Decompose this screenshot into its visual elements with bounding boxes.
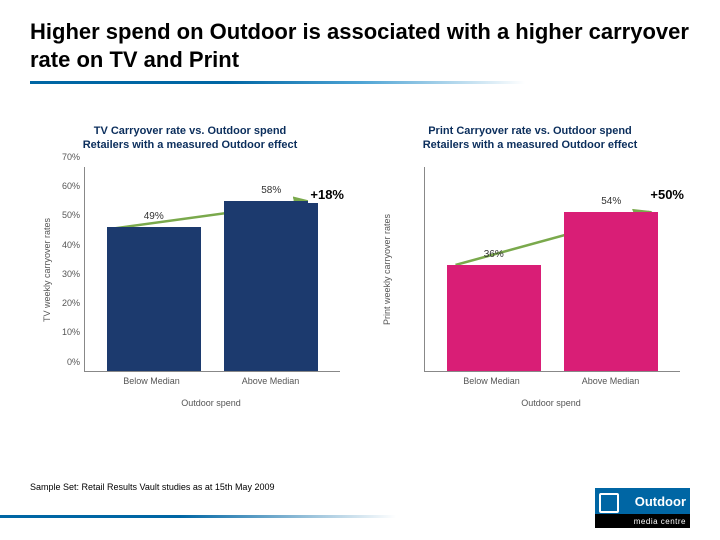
bar [447, 265, 541, 370]
title-divider [30, 81, 690, 84]
y-tick: 40% [62, 240, 80, 250]
delta-badge: +50% [648, 186, 686, 203]
bars: 36% 54% [425, 167, 680, 371]
chart-title: Print Carryover rate vs. Outdoor spend R… [380, 124, 680, 153]
y-tick: 20% [62, 298, 80, 308]
y-tick: 70% [62, 152, 80, 162]
y-ticks: 0% 10% 20% 30% 40% 50% 60% 70% [52, 167, 84, 372]
outdoor-media-centre-logo: Outdoor media centre [595, 488, 690, 528]
logo-brand: Outdoor [595, 488, 690, 514]
y-tick: 50% [62, 210, 80, 220]
chart-area: Print weekly carryover rates 36% 54% [380, 167, 680, 372]
x-axis-label: Outdoor spend [82, 398, 340, 408]
x-axis-label: Outdoor spend [422, 398, 680, 408]
y-ticks [392, 167, 424, 372]
charts-row: TV Carryover rate vs. Outdoor spend Reta… [30, 124, 690, 408]
bar [564, 212, 658, 370]
page-title: Higher spend on Outdoor is associated wi… [30, 18, 690, 73]
delta-badge: +18% [308, 186, 346, 203]
footnote: Sample Set: Retail Results Vault studies… [30, 482, 274, 492]
bar [224, 201, 318, 371]
logo-sub: media centre [595, 514, 690, 528]
slide: Higher spend on Outdoor is associated wi… [0, 0, 720, 540]
x-tick: Above Median [223, 376, 318, 386]
bar-value-label: 49% [107, 211, 201, 222]
y-tick: 0% [67, 357, 80, 367]
bar-value-label: 36% [447, 249, 541, 260]
y-axis-label: TV weekly carryover rates [40, 167, 52, 372]
x-tick: Above Median [563, 376, 658, 386]
bars: 49% 58% [85, 167, 340, 371]
y-tick: 60% [62, 181, 80, 191]
bar-above-median: 58% [224, 201, 318, 371]
print-chart-panel: Print Carryover rate vs. Outdoor spend R… [380, 124, 680, 408]
plot-area: 49% 58% [84, 167, 340, 372]
x-ticks: Below Median Above Median [422, 372, 680, 386]
bar-value-label: 58% [224, 185, 318, 196]
bar-below-median: 36% [447, 265, 541, 370]
tv-chart-panel: TV Carryover rate vs. Outdoor spend Reta… [40, 124, 340, 408]
y-axis-label: Print weekly carryover rates [380, 167, 392, 372]
x-ticks: Below Median Above Median [82, 372, 340, 386]
bar-above-median: 54% [564, 212, 658, 370]
chart-title: TV Carryover rate vs. Outdoor spend Reta… [40, 124, 340, 153]
bar-value-label: 54% [564, 196, 658, 207]
bar-below-median: 49% [107, 227, 201, 371]
x-tick: Below Median [104, 376, 199, 386]
y-tick: 10% [62, 327, 80, 337]
bar [107, 227, 201, 371]
plot-area: 36% 54% [424, 167, 680, 372]
x-tick: Below Median [444, 376, 539, 386]
y-tick: 30% [62, 269, 80, 279]
chart-area: TV weekly carryover rates 0% 10% 20% 30%… [40, 167, 340, 372]
